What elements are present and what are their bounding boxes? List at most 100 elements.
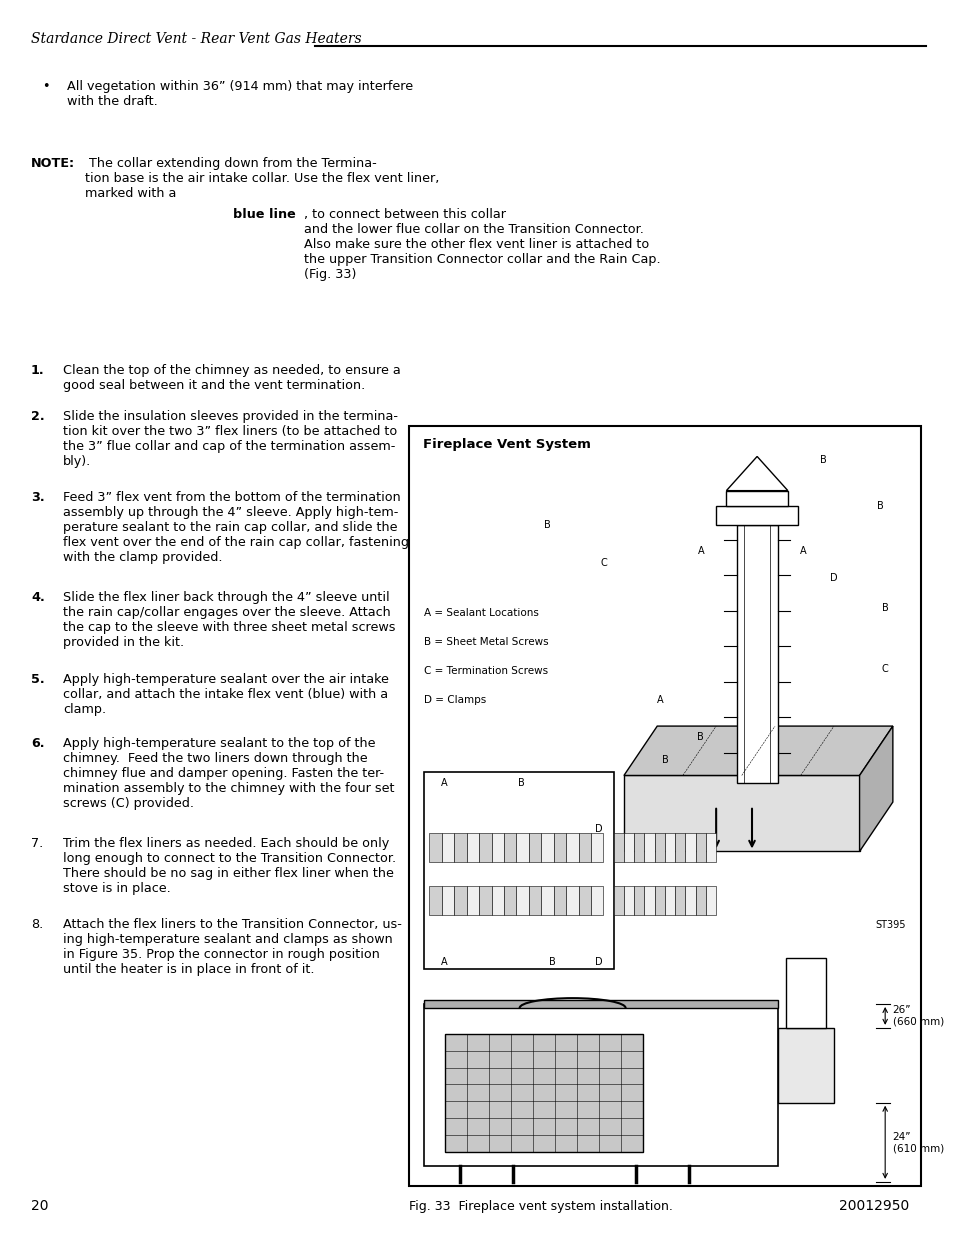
Text: A = Sealant Locations: A = Sealant Locations: [424, 609, 538, 619]
Bar: [695, 834, 705, 862]
Bar: [491, 834, 503, 862]
Bar: [684, 887, 695, 915]
Text: B: B: [697, 732, 703, 742]
Bar: [591, 834, 603, 862]
Text: The collar extending down from the Termina-
tion base is the air intake collar. : The collar extending down from the Termi…: [85, 157, 438, 200]
Bar: [664, 887, 675, 915]
Bar: [478, 834, 491, 862]
Bar: [528, 887, 540, 915]
Text: Fig. 33  Fireplace vent system installation.: Fig. 33 Fireplace vent system installati…: [409, 1200, 672, 1214]
Text: Fireplace Vent System: Fireplace Vent System: [422, 438, 590, 452]
Text: •: •: [42, 80, 50, 94]
Text: 3.: 3.: [31, 492, 45, 504]
Bar: [644, 834, 654, 862]
Bar: [695, 887, 705, 915]
Text: B = Sheet Metal Screws: B = Sheet Metal Screws: [424, 637, 548, 647]
Text: 20: 20: [31, 1199, 49, 1213]
Bar: [553, 887, 565, 915]
Text: All vegetation within 36” (914 mm) that may interfere
with the draft.: All vegetation within 36” (914 mm) that …: [67, 80, 413, 109]
Bar: [503, 834, 516, 862]
Bar: [503, 887, 516, 915]
Bar: [705, 834, 716, 862]
Bar: [777, 1028, 833, 1103]
Polygon shape: [623, 726, 892, 776]
Bar: [654, 834, 664, 862]
Text: 5.: 5.: [31, 673, 45, 687]
Text: 20012950: 20012950: [838, 1199, 908, 1213]
Text: 8.: 8.: [31, 919, 43, 931]
Bar: [623, 834, 634, 862]
Bar: [565, 887, 578, 915]
Text: C: C: [599, 558, 606, 568]
Text: 2.: 2.: [31, 410, 45, 422]
Text: Attach the flex liners to the Transition Connector, us-
ing high-temperature sea: Attach the flex liners to the Transition…: [63, 919, 401, 977]
Text: blue line: blue line: [233, 209, 295, 221]
Bar: [591, 887, 603, 915]
Bar: [736, 525, 777, 783]
Polygon shape: [859, 726, 892, 851]
Bar: [424, 1000, 777, 1008]
Bar: [429, 887, 441, 915]
Text: Apply high-temperature sealant to the top of the
chimney.  Feed the two liners d: Apply high-temperature sealant to the to…: [63, 736, 394, 810]
Bar: [613, 834, 623, 862]
Text: B: B: [820, 456, 826, 466]
Bar: [409, 426, 920, 1186]
Text: B: B: [543, 520, 550, 530]
Text: D: D: [594, 824, 601, 834]
Text: 1.: 1.: [31, 364, 45, 378]
Bar: [516, 834, 528, 862]
Bar: [785, 958, 824, 1028]
Text: Slide the flex liner back through the 4” sleeve until
the rain cap/collar engage: Slide the flex liner back through the 4”…: [63, 592, 395, 650]
Bar: [634, 887, 644, 915]
Text: NOTE:: NOTE:: [31, 157, 75, 170]
Polygon shape: [725, 457, 787, 490]
Bar: [644, 887, 654, 915]
Bar: [634, 834, 644, 862]
Bar: [565, 834, 578, 862]
Bar: [675, 887, 684, 915]
Bar: [540, 834, 553, 862]
Text: 7.: 7.: [31, 836, 43, 850]
Text: A: A: [799, 546, 805, 557]
Bar: [725, 490, 787, 506]
Text: 6.: 6.: [31, 736, 45, 750]
Text: , to connect between this collar
and the lower flue collar on the Transition Con: , to connect between this collar and the…: [303, 209, 659, 282]
Bar: [623, 776, 859, 851]
Bar: [705, 887, 716, 915]
Text: Clean the top of the chimney as needed, to ensure a
good seal between it and the: Clean the top of the chimney as needed, …: [63, 364, 400, 393]
Bar: [578, 887, 591, 915]
Text: Feed 3” flex vent from the bottom of the termination
assembly up through the 4” : Feed 3” flex vent from the bottom of the…: [63, 492, 409, 564]
Bar: [664, 834, 675, 862]
Bar: [540, 887, 553, 915]
Bar: [623, 887, 634, 915]
Text: Trim the flex liners as needed. Each should be only
long enough to connect to th: Trim the flex liners as needed. Each sho…: [63, 836, 395, 894]
Bar: [466, 887, 478, 915]
Text: 4.: 4.: [31, 592, 45, 604]
Bar: [466, 834, 478, 862]
Bar: [441, 834, 454, 862]
Text: 24”
(610 mm): 24” (610 mm): [892, 1131, 943, 1153]
Text: Apply high-temperature sealant over the air intake
collar, and attach the intake: Apply high-temperature sealant over the …: [63, 673, 389, 716]
Bar: [553, 834, 565, 862]
Bar: [429, 834, 441, 862]
Bar: [491, 887, 503, 915]
Bar: [516, 887, 528, 915]
Text: A: A: [697, 546, 703, 557]
Text: B: B: [517, 778, 524, 788]
Bar: [478, 887, 491, 915]
Bar: [654, 887, 664, 915]
Bar: [613, 887, 623, 915]
Bar: [445, 1034, 642, 1152]
Bar: [441, 887, 454, 915]
Text: C: C: [881, 664, 887, 674]
Text: D: D: [594, 957, 601, 967]
Bar: [454, 834, 466, 862]
Bar: [675, 834, 684, 862]
Text: D: D: [829, 573, 837, 583]
Bar: [684, 834, 695, 862]
Bar: [528, 834, 540, 862]
Bar: [424, 1004, 777, 1166]
Text: D = Clamps: D = Clamps: [424, 695, 486, 705]
Text: B: B: [660, 756, 668, 766]
Bar: [578, 834, 591, 862]
